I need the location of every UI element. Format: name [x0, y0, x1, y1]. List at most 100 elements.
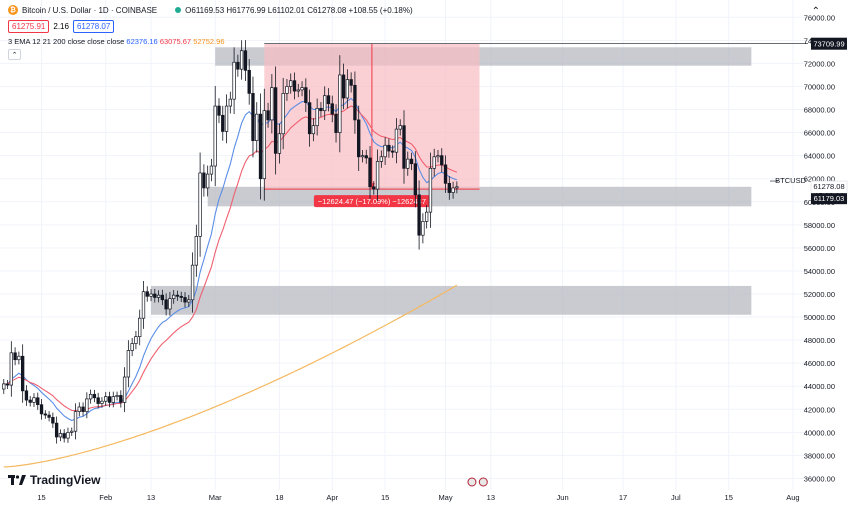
- candle: [409, 152, 414, 171]
- candle: [111, 391, 115, 408]
- measure-label: −12624.47 (−17.09%) −1262447: [313, 195, 430, 208]
- candle-body: [62, 433, 66, 439]
- bid-price-bg: [811, 193, 847, 205]
- measure-tool[interactable]: −12624.47 (−17.09%) −1262447: [264, 43, 808, 208]
- measure-label-bg: [313, 195, 430, 208]
- bitcoin-icon: ₿: [8, 5, 18, 15]
- candle: [32, 393, 36, 408]
- candle: [156, 290, 161, 303]
- candle: [281, 77, 285, 150]
- candle: [153, 288, 157, 303]
- candle-body: [285, 86, 289, 94]
- candle: [330, 95, 334, 123]
- candles: [2, 40, 459, 444]
- symbol-title[interactable]: Bitcoin / U.S. Dollar · 1D · COINBASE: [22, 5, 158, 15]
- candle-body: [266, 110, 270, 121]
- candle-body: [104, 396, 108, 402]
- candle-body: [224, 105, 229, 132]
- candle-body: [349, 79, 353, 86]
- candle-body: [255, 113, 259, 142]
- candle: [77, 402, 81, 417]
- candle: [202, 164, 206, 197]
- price-tick-label: 70000.00: [804, 82, 835, 91]
- candle: [443, 155, 448, 193]
- candle-body: [323, 95, 327, 112]
- candle-body: [100, 400, 104, 404]
- candle-body: [239, 50, 244, 70]
- candle-body: [357, 119, 361, 158]
- candle-body: [183, 297, 187, 303]
- candle: [424, 205, 429, 229]
- candle-body: [379, 156, 384, 162]
- indicator-legend[interactable]: 3 EMA 12 21 200 close close close 62376.…: [8, 37, 225, 46]
- candle-body: [289, 80, 293, 87]
- candle-body: [424, 211, 429, 222]
- candle-body: [149, 293, 153, 297]
- time-axis[interactable]: 15 Feb 13 Mar 18 Apr 15 May 13 Jun 17 Jul 15 Aug: [37, 477, 800, 502]
- us-flag-icon: [467, 477, 477, 487]
- candle: [304, 78, 308, 112]
- candle: [289, 73, 293, 94]
- candle: [217, 98, 221, 124]
- candle: [421, 213, 425, 244]
- chart-header: ₿ Bitcoin / U.S. Dollar · 1D · COINBASE …: [8, 5, 413, 15]
- candle: [51, 412, 55, 428]
- candle-body: [20, 355, 25, 392]
- candle: [455, 181, 459, 194]
- us-flag-icon: [478, 477, 488, 487]
- candle: [296, 83, 300, 98]
- time-tick-label: 13: [147, 493, 155, 502]
- price-axis[interactable]: 36000.00 38000.00 40000.00 42000.00 44000.00…: [770, 13, 848, 483]
- candle: [168, 291, 172, 316]
- candle-body: [413, 163, 417, 196]
- candle-body: [160, 294, 165, 301]
- candle: [258, 93, 263, 200]
- candle-body: [92, 393, 97, 399]
- candle-body: [243, 50, 248, 71]
- candle: [122, 367, 127, 413]
- candle-body: [190, 264, 195, 301]
- indicator-label: 3 EMA 12 21 200 close close close: [8, 37, 125, 46]
- price-tick-label: 46000.00: [804, 359, 835, 368]
- candle: [198, 152, 202, 257]
- candle-body: [447, 182, 451, 193]
- candle-body: [39, 404, 44, 415]
- candle: [319, 102, 323, 117]
- candle-body: [85, 398, 89, 412]
- sell-button[interactable]: 61275.91: [8, 20, 50, 33]
- chevron-up-icon[interactable]: ⌃: [811, 6, 820, 17]
- candle-body: [228, 98, 232, 107]
- candle-body: [122, 376, 127, 403]
- candle: [406, 151, 410, 176]
- candle-body: [326, 95, 331, 105]
- candle: [58, 429, 63, 442]
- candle: [270, 74, 274, 134]
- collapse-legend-icon[interactable]: ⌃: [8, 49, 21, 60]
- candle-body: [406, 158, 410, 169]
- candle: [440, 148, 444, 173]
- time-tick-label: 17: [619, 493, 627, 502]
- candle: [307, 89, 312, 147]
- candle: [126, 340, 131, 388]
- spread-value: 2.16: [53, 22, 69, 31]
- candle-body: [130, 343, 134, 351]
- buy-button[interactable]: 61278.07: [72, 20, 115, 33]
- candle-body: [307, 102, 312, 135]
- candle: [349, 72, 353, 93]
- time-tick-label: 13: [487, 493, 495, 502]
- candle: [368, 145, 372, 199]
- candle: [28, 395, 32, 407]
- candle-body: [107, 396, 112, 403]
- candle: [353, 71, 357, 134]
- candle-body: [81, 406, 85, 412]
- candle-body: [28, 399, 32, 403]
- candle-body: [194, 236, 199, 266]
- candle: [285, 78, 289, 101]
- candle-body: [402, 125, 406, 169]
- candle-body: [394, 128, 399, 153]
- candle: [190, 252, 195, 313]
- candle-body: [205, 173, 210, 189]
- candle-body: [58, 433, 63, 438]
- candle: [104, 391, 108, 406]
